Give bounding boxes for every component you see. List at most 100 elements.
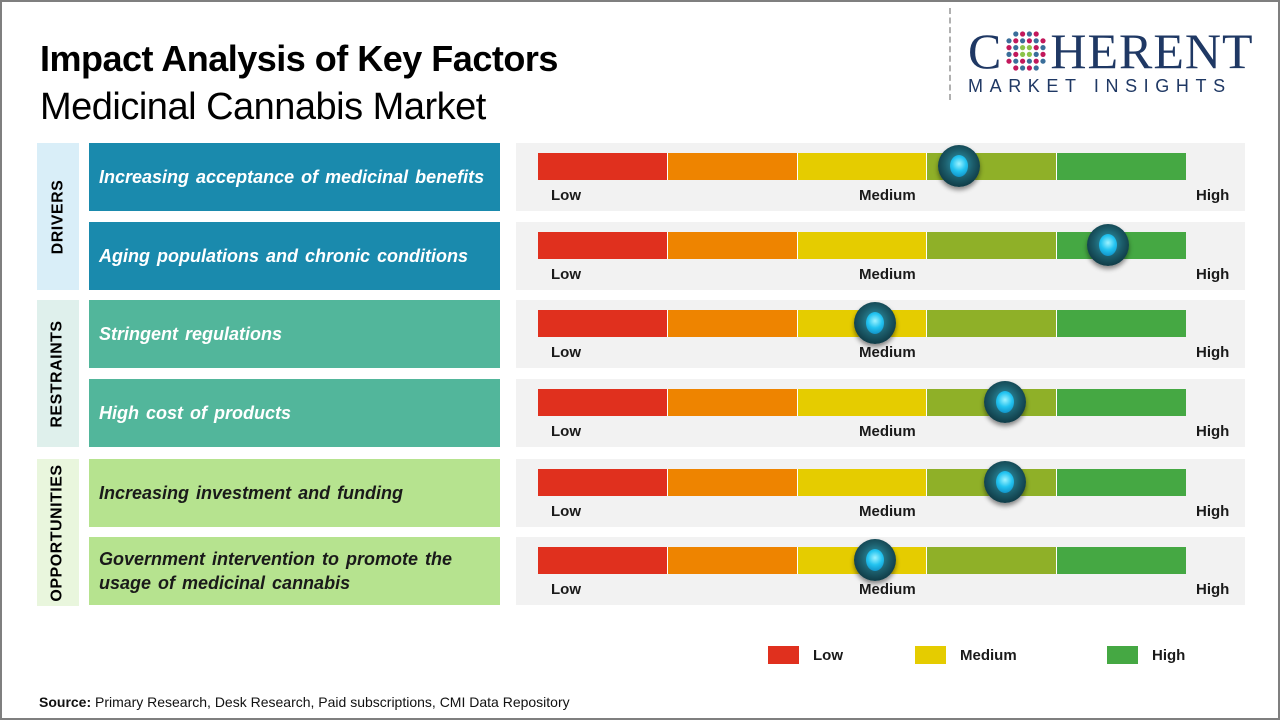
globe-dot xyxy=(1013,65,1019,71)
factor-card: Government intervention to promote the u… xyxy=(89,537,500,605)
legend-item-low: Low xyxy=(768,646,843,664)
legend-label: Medium xyxy=(960,646,1017,664)
legend-label: High xyxy=(1152,646,1186,664)
legend-swatch-high xyxy=(1107,646,1138,664)
factor-card: Increasing investment and funding xyxy=(89,459,500,527)
impact-scale-track xyxy=(538,547,1186,574)
logo-tagline: MARKET INSIGHTS xyxy=(968,76,1232,96)
scale-label-medium: Medium xyxy=(859,187,916,204)
impact-meter: Low Medium High xyxy=(516,300,1245,368)
scale-label-low: Low xyxy=(551,187,581,204)
logo-letters-herent: HERENT xyxy=(1050,23,1254,79)
globe-dot xyxy=(1006,51,1012,57)
impact-indicator-knob xyxy=(983,461,1026,503)
globe-dots-icon xyxy=(1006,31,1046,71)
company-logo: C HERENT MARKET INSIGHTS xyxy=(968,23,1263,98)
globe-dot xyxy=(1027,38,1033,44)
globe-dot xyxy=(1027,45,1033,51)
logo-divider xyxy=(949,8,951,100)
globe-dot xyxy=(1033,31,1040,37)
group-label-text: OPPORTUNITIES xyxy=(49,463,66,602)
scale-segment xyxy=(927,547,1058,574)
impact-meter: Low Medium High xyxy=(516,537,1245,605)
globe-dot xyxy=(1020,58,1026,64)
scale-label-medium: Medium xyxy=(859,344,916,361)
scale-label-medium: Medium xyxy=(859,503,916,520)
scale-label-high: High xyxy=(1196,581,1230,598)
globe-dot xyxy=(1027,65,1033,71)
scale-segment xyxy=(667,469,798,496)
impact-indicator-knob xyxy=(938,145,981,187)
scale-label-high: High xyxy=(1196,423,1230,440)
impact-indicator-knob xyxy=(853,539,896,581)
impact-scale-track xyxy=(538,389,1186,416)
frame-border-right xyxy=(1278,0,1280,720)
scale-segment xyxy=(667,547,798,574)
globe-dot xyxy=(1033,65,1040,71)
scale-label-high: High xyxy=(1196,503,1230,520)
globe-dot xyxy=(1020,51,1026,57)
group-label-text: RESTRAINTS xyxy=(49,319,67,428)
globe-dot xyxy=(1040,51,1046,57)
globe-dot xyxy=(1033,38,1040,44)
scale-label-medium: Medium xyxy=(859,266,916,283)
globe-dot xyxy=(1040,58,1046,64)
scale-segment xyxy=(538,547,668,574)
scale-segment xyxy=(927,310,1058,337)
scale-segment xyxy=(797,232,928,259)
globe-dot xyxy=(1013,31,1019,37)
factor-card: Aging populations and chronic conditions xyxy=(89,222,500,290)
legend-label: Low xyxy=(813,646,843,664)
scale-segment xyxy=(538,389,668,416)
scale-label-high: High xyxy=(1196,266,1230,283)
scale-segment xyxy=(667,153,798,180)
legend-item-high: High xyxy=(1107,646,1185,664)
source-note: Source: Primary Research, Desk Research,… xyxy=(39,694,570,710)
globe-dot xyxy=(1040,38,1046,44)
source-text: Primary Research, Desk Research, Paid su… xyxy=(91,694,570,710)
group-label-text: DRIVERS xyxy=(49,179,66,254)
impact-scale-track xyxy=(538,153,1186,180)
scale-segment xyxy=(667,232,798,259)
globe-dot xyxy=(1006,38,1012,44)
globe-dot xyxy=(1013,38,1019,44)
globe-dot xyxy=(1013,51,1019,57)
impact-indicator-knob xyxy=(983,381,1026,423)
logo-letter-c: C xyxy=(968,23,1003,79)
scale-segment xyxy=(797,469,928,496)
scale-label-high: High xyxy=(1196,187,1230,204)
globe-dot xyxy=(1027,51,1033,57)
scale-label-high: High xyxy=(1196,344,1230,361)
scale-segment xyxy=(927,232,1058,259)
scale-label-low: Low xyxy=(551,581,581,598)
globe-dot xyxy=(1027,58,1033,64)
group-label-drivers: DRIVERS xyxy=(37,143,79,290)
scale-segment xyxy=(1057,469,1186,496)
scale-label-low: Low xyxy=(551,503,581,520)
scale-segment xyxy=(538,232,668,259)
scale-label-low: Low xyxy=(551,344,581,361)
globe-dot xyxy=(1006,45,1012,51)
globe-dot xyxy=(1033,51,1040,57)
group-label-opportunities: OPPORTUNITIES xyxy=(37,459,79,606)
legend-swatch-low xyxy=(768,646,799,664)
impact-scale-track xyxy=(538,469,1186,496)
impact-scale-track xyxy=(538,310,1186,337)
globe-dot xyxy=(1020,31,1026,37)
scale-label-low: Low xyxy=(551,423,581,440)
globe-dot xyxy=(1033,45,1040,51)
factor-card: Increasing acceptance of medicinal benef… xyxy=(89,143,500,211)
impact-meter: Low Medium High xyxy=(516,379,1245,447)
legend-item-medium: Medium xyxy=(915,646,1017,664)
globe-dot xyxy=(1033,58,1040,64)
scale-segment xyxy=(797,389,928,416)
scale-segment xyxy=(667,310,798,337)
logo-wordmark: C HERENT xyxy=(968,23,1263,79)
source-prefix: Source: xyxy=(39,694,92,710)
scale-segment xyxy=(538,153,668,180)
scale-label-medium: Medium xyxy=(859,581,916,598)
factor-card: High cost of products xyxy=(89,379,500,447)
factor-card: Stringent regulations xyxy=(89,300,500,368)
scale-segment xyxy=(538,469,668,496)
